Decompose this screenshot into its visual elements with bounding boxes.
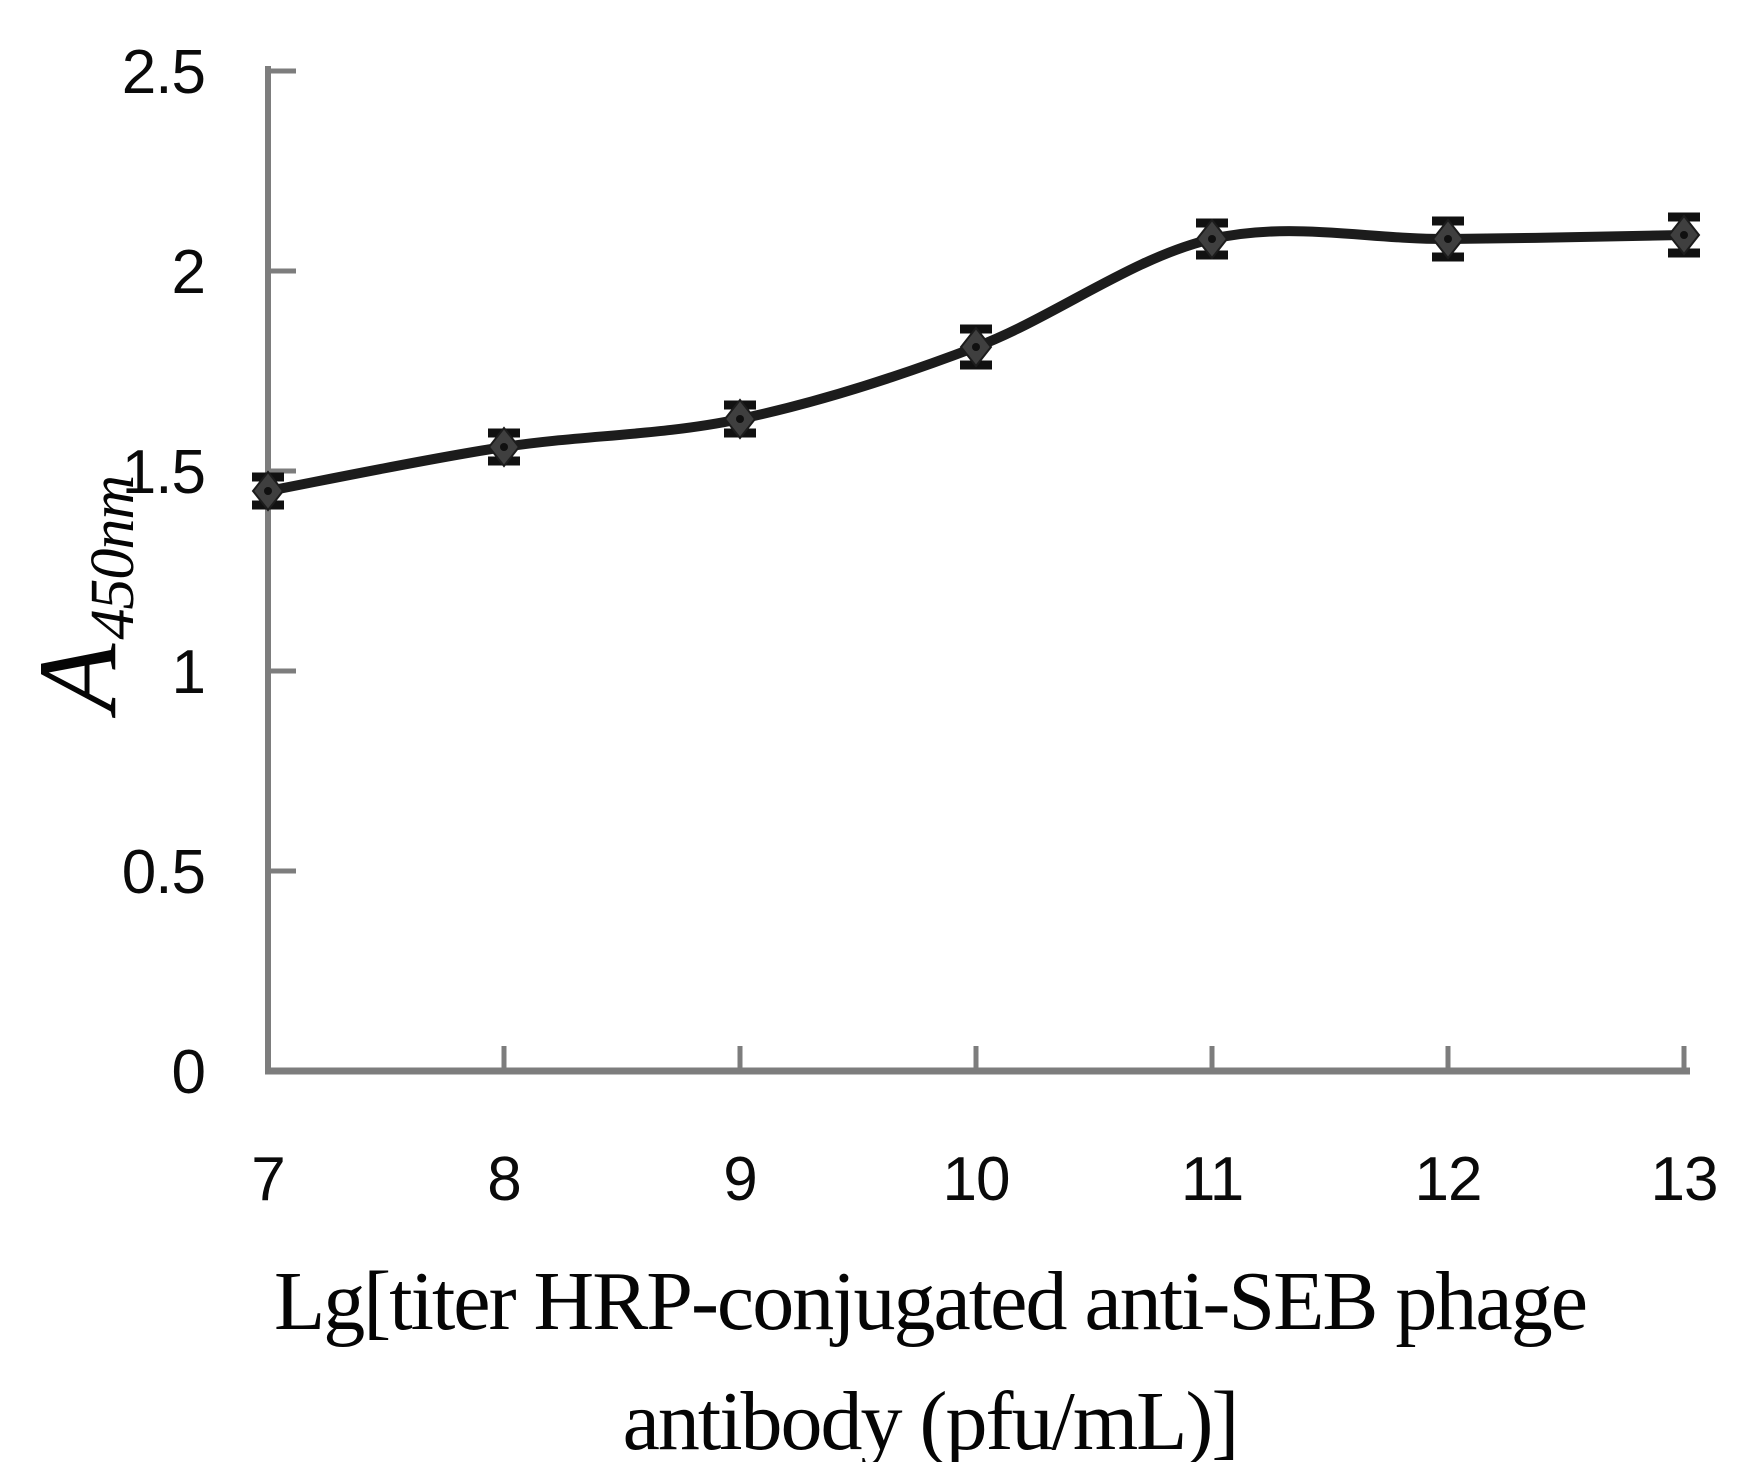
x-tick-label: 7 bbox=[251, 1145, 284, 1214]
y-tick-label: 2 bbox=[172, 238, 205, 307]
y-tick-label: 1 bbox=[172, 638, 205, 707]
x-tick-label: 13 bbox=[1651, 1145, 1718, 1214]
x-tick-label: 8 bbox=[487, 1145, 520, 1214]
y-tick-label: 2.5 bbox=[122, 38, 205, 107]
y-axis-label-subscript: 450nm bbox=[79, 475, 147, 640]
x-axis-title: Lg[titer HRP-conjugated anti-SEB phage a… bbox=[273, 1242, 1588, 1462]
x-tick-label: 11 bbox=[1181, 1145, 1243, 1214]
y-tick-label: 0.5 bbox=[122, 838, 205, 907]
data-point-core bbox=[1208, 235, 1216, 243]
data-point-core bbox=[264, 487, 272, 495]
x-axis-title-line-1: Lg[titer HRP-conjugated anti-SEB phage bbox=[273, 1255, 1588, 1348]
data-point-core bbox=[1444, 235, 1452, 243]
y-axis-label-symbol: A bbox=[16, 643, 140, 712]
x-tick-label: 10 bbox=[943, 1145, 1010, 1214]
data-point-core bbox=[500, 443, 508, 451]
y-tick-label: 1.5 bbox=[122, 438, 205, 507]
x-tick-label: 12 bbox=[1415, 1145, 1482, 1214]
data-point-core bbox=[736, 415, 744, 423]
data-point-core bbox=[1680, 231, 1688, 239]
y-axis-label: A450nm bbox=[16, 475, 147, 712]
data-point-core bbox=[972, 343, 980, 351]
y-tick-label: 0 bbox=[172, 1038, 205, 1107]
x-tick-label: 9 bbox=[723, 1145, 756, 1214]
x-axis-title-line-2: antibody (pfu/mL)] bbox=[622, 1375, 1240, 1462]
